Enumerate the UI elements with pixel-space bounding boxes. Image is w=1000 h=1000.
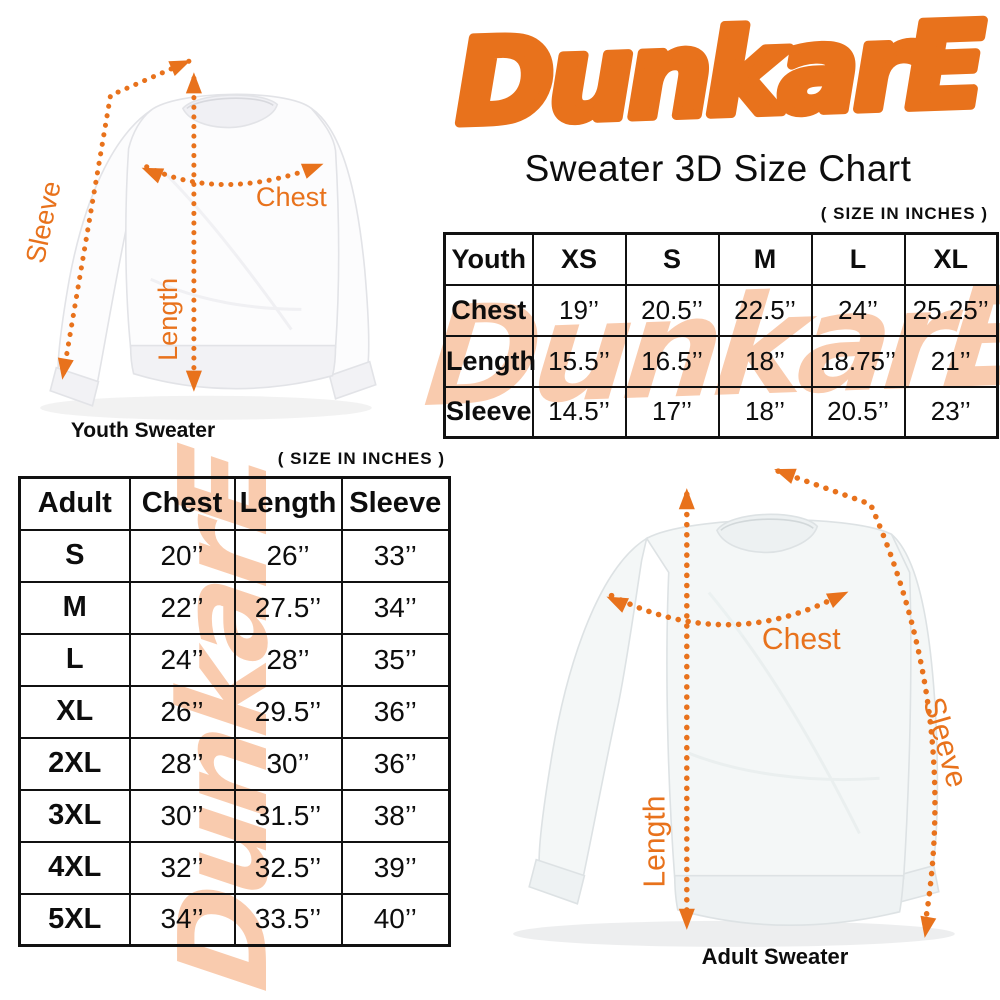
adult-size-table: Adult Chest Length Sleeve S 20’’ 26’’ 33… xyxy=(18,476,451,947)
row-label-cell: XL xyxy=(18,684,131,739)
size-value-cell: 15.5’’ xyxy=(531,334,627,388)
size-value-cell: 18’’ xyxy=(717,385,813,439)
row-label-cell: Sleeve xyxy=(443,385,534,439)
size-value-cell: 14.5’’ xyxy=(531,385,627,439)
size-value-cell: 34’’ xyxy=(128,892,236,947)
page-title: Sweater 3D Size Chart xyxy=(524,148,912,189)
table-row: Length 15.5’’ 16.5’’ 18’’ 18.75’’ 21’’ xyxy=(443,334,999,388)
size-value-cell: 32.5’’ xyxy=(233,840,343,895)
youth-size-table: Youth XS S M L XL Chest 19’’ 20.5’’ 22.5… xyxy=(443,232,999,439)
size-column-header: S xyxy=(624,232,720,286)
size-value-cell: 30’’ xyxy=(128,788,236,843)
table-row: XL 26’’ 29.5’’ 36’’ xyxy=(18,684,451,739)
size-value-cell: 18’’ xyxy=(717,334,813,388)
size-unit-note-adult: ( SIZE IN INCHES ) xyxy=(277,449,445,468)
size-value-cell: 22’’ xyxy=(128,580,236,635)
size-value-cell: 29.5’’ xyxy=(233,684,343,739)
size-value-cell: 38’’ xyxy=(340,788,451,843)
youth-sweater-diagram: Sleeve Length Chest xyxy=(19,58,377,420)
size-value-cell: 25.25’’ xyxy=(903,283,999,337)
table-row: 2XL 28’’ 30’’ 36’’ xyxy=(18,736,451,791)
chest-measure-arrow xyxy=(141,163,324,188)
row-label-cell: S xyxy=(18,528,131,583)
measure-column-header: Length xyxy=(233,476,343,531)
size-column-header: M xyxy=(717,232,813,286)
row-label-cell: Chest xyxy=(443,283,534,337)
size-value-cell: 33.5’’ xyxy=(233,892,343,947)
row-label-cell: M xyxy=(18,580,131,635)
youth-sweater-illustration xyxy=(40,93,377,420)
size-value-cell: 35’’ xyxy=(340,632,451,687)
size-value-cell: 26’’ xyxy=(128,684,236,739)
size-value-cell: 36’’ xyxy=(340,684,451,739)
size-value-cell: 22.5’’ xyxy=(717,283,813,337)
chest-measure-arrow xyxy=(606,590,849,628)
table-row: S 20’’ 26’’ 33’’ xyxy=(18,528,451,583)
size-value-cell: 39’’ xyxy=(340,840,451,895)
size-value-cell: 34’’ xyxy=(340,580,451,635)
row-label-cell: 3XL xyxy=(18,788,131,843)
size-value-cell: 26’’ xyxy=(233,528,343,583)
size-value-cell: 40’’ xyxy=(340,892,451,947)
adult-diagram-caption: Adult Sweater xyxy=(701,944,849,969)
size-value-cell: 36’’ xyxy=(340,736,451,791)
size-value-cell: 31.5’’ xyxy=(233,788,343,843)
size-value-cell: 20’’ xyxy=(128,528,236,583)
brand-logo-text: DunkarE xyxy=(453,4,987,148)
youth-table-header-row: Youth XS S M L XL xyxy=(443,232,999,286)
size-value-cell: 32’’ xyxy=(128,840,236,895)
sleeve-measure-label: Sleeve xyxy=(19,178,67,266)
table-row: 5XL 34’’ 33.5’’ 40’’ xyxy=(18,892,451,947)
table-row: L 24’’ 28’’ 35’’ xyxy=(18,632,451,687)
size-value-cell: 20.5’’ xyxy=(624,283,720,337)
row-label-cell: 5XL xyxy=(18,892,131,947)
table-row: Chest 19’’ 20.5’’ 22.5’’ 24’’ 25.25’’ xyxy=(443,283,999,337)
size-value-cell: 33’’ xyxy=(340,528,451,583)
length-measure-label: Length xyxy=(639,795,672,887)
youth-diagram-caption: Youth Sweater xyxy=(70,419,216,442)
size-value-cell: 23’’ xyxy=(903,385,999,439)
adult-sweater-illustration xyxy=(513,513,955,947)
length-measure-arrow xyxy=(185,72,202,392)
length-measure-label: Length xyxy=(152,278,183,361)
row-label-cell: 4XL xyxy=(18,840,131,895)
table-row: Sleeve 14.5’’ 17’’ 18’’ 20.5’’ 23’’ xyxy=(443,385,999,439)
size-column-header: XS xyxy=(531,232,627,286)
chest-measure-label: Chest xyxy=(256,181,327,212)
size-value-cell: 19’’ xyxy=(531,283,627,337)
corner-header-cell: Youth xyxy=(443,232,534,286)
size-value-cell: 30’’ xyxy=(233,736,343,791)
adult-sweater-diagram: Length Chest Sleeve xyxy=(513,468,973,947)
brand-logo: DunkarE xyxy=(449,4,992,148)
size-value-cell: 17’’ xyxy=(624,385,720,439)
size-column-header: L xyxy=(810,232,906,286)
row-label-cell: 2XL xyxy=(18,736,131,791)
chest-measure-label: Chest xyxy=(762,623,841,656)
size-value-cell: 21’’ xyxy=(903,334,999,388)
sleeve-measure-arrow xyxy=(57,58,192,380)
table-row: 4XL 32’’ 32.5’’ 39’’ xyxy=(18,840,451,895)
size-unit-note-youth: ( SIZE IN INCHES ) xyxy=(820,204,988,223)
row-label-cell: Length xyxy=(443,334,536,388)
adult-table-header-row: Adult Chest Length Sleeve xyxy=(18,476,451,531)
length-measure-arrow xyxy=(678,488,695,930)
table-row: M 22’’ 27.5’’ 34’’ xyxy=(18,580,451,635)
size-value-cell: 28’’ xyxy=(233,632,343,687)
sleeve-measure-arrow xyxy=(774,468,938,938)
size-value-cell: 28’’ xyxy=(128,736,236,791)
row-label-cell: L xyxy=(18,632,131,687)
size-value-cell: 16.5’’ xyxy=(624,334,720,388)
size-value-cell: 24’’ xyxy=(810,283,906,337)
size-value-cell: 18.75’’ xyxy=(810,334,906,388)
size-column-header: XL xyxy=(903,232,999,286)
table-row: 3XL 30’’ 31.5’’ 38’’ xyxy=(18,788,451,843)
measure-column-header: Sleeve xyxy=(340,476,451,531)
size-value-cell: 20.5’’ xyxy=(810,385,906,439)
measure-column-header: Chest xyxy=(128,476,236,531)
corner-header-cell: Adult xyxy=(18,476,131,531)
size-value-cell: 24’’ xyxy=(128,632,236,687)
size-value-cell: 27.5’’ xyxy=(233,580,343,635)
